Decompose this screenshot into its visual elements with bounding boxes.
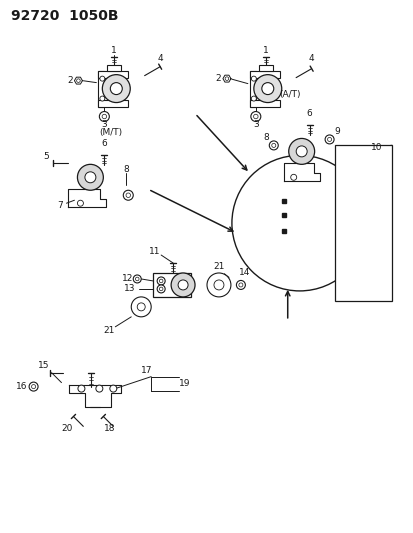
- Text: 2: 2: [215, 74, 220, 83]
- Text: 8: 8: [123, 165, 129, 174]
- Circle shape: [157, 285, 165, 293]
- Bar: [98, 71, 128, 78]
- Text: 5: 5: [43, 152, 49, 161]
- Circle shape: [236, 280, 245, 289]
- Circle shape: [271, 143, 275, 148]
- Circle shape: [268, 141, 278, 150]
- Text: 12: 12: [121, 274, 133, 284]
- Circle shape: [135, 277, 139, 281]
- Circle shape: [159, 287, 163, 290]
- Circle shape: [159, 279, 163, 282]
- Circle shape: [214, 280, 223, 290]
- Text: 4: 4: [157, 54, 163, 63]
- Bar: [334, 146, 392, 301]
- Circle shape: [109, 385, 116, 392]
- Circle shape: [96, 385, 102, 392]
- Bar: [98, 71, 104, 107]
- Circle shape: [102, 75, 130, 102]
- Circle shape: [238, 283, 242, 287]
- Text: 15: 15: [38, 361, 49, 370]
- Circle shape: [77, 200, 83, 206]
- Circle shape: [250, 111, 260, 122]
- Bar: [249, 71, 255, 107]
- Bar: [107, 64, 121, 71]
- Text: 11: 11: [149, 247, 161, 255]
- Text: 6: 6: [101, 139, 107, 148]
- Circle shape: [225, 77, 228, 80]
- Circle shape: [100, 96, 104, 101]
- Circle shape: [327, 138, 331, 141]
- Bar: [258, 64, 272, 71]
- Text: 21: 21: [213, 262, 224, 271]
- Text: 4: 4: [308, 54, 314, 63]
- Polygon shape: [74, 77, 82, 84]
- Polygon shape: [69, 385, 121, 407]
- Text: (M/T): (M/T): [99, 128, 121, 137]
- Polygon shape: [223, 75, 230, 82]
- Text: 92720  1050B: 92720 1050B: [11, 9, 118, 23]
- Bar: [153, 273, 190, 297]
- Circle shape: [324, 135, 333, 144]
- Circle shape: [123, 190, 133, 200]
- Circle shape: [231, 156, 367, 291]
- Text: 1: 1: [262, 46, 268, 55]
- Text: 3: 3: [252, 120, 258, 129]
- Bar: [249, 100, 279, 107]
- Circle shape: [102, 114, 106, 119]
- Circle shape: [295, 146, 306, 157]
- Circle shape: [78, 385, 85, 392]
- Text: 8: 8: [262, 133, 268, 142]
- Circle shape: [131, 297, 151, 317]
- Bar: [98, 100, 128, 107]
- Circle shape: [31, 385, 36, 389]
- Circle shape: [157, 277, 165, 285]
- Circle shape: [76, 79, 80, 83]
- Polygon shape: [283, 163, 319, 181]
- Circle shape: [171, 273, 195, 297]
- Circle shape: [29, 382, 38, 391]
- Text: 13: 13: [123, 285, 135, 294]
- Text: 9: 9: [334, 127, 339, 136]
- Circle shape: [100, 76, 104, 81]
- Circle shape: [77, 164, 103, 190]
- Text: (A/T): (A/T): [278, 90, 300, 99]
- Circle shape: [253, 75, 281, 102]
- Circle shape: [251, 76, 256, 81]
- Text: 7: 7: [57, 201, 63, 209]
- Circle shape: [288, 139, 314, 164]
- Text: 17: 17: [141, 366, 152, 375]
- Text: 21: 21: [103, 326, 115, 335]
- Circle shape: [290, 174, 296, 180]
- Circle shape: [261, 83, 273, 94]
- Circle shape: [99, 111, 109, 122]
- Circle shape: [137, 303, 145, 311]
- Circle shape: [206, 273, 230, 297]
- Circle shape: [126, 193, 130, 198]
- Text: 2: 2: [67, 76, 73, 85]
- Text: 6: 6: [306, 109, 312, 118]
- Bar: [249, 71, 279, 78]
- Circle shape: [110, 83, 122, 94]
- Text: 19: 19: [179, 379, 190, 388]
- Text: 3: 3: [101, 120, 107, 129]
- Circle shape: [85, 172, 96, 183]
- Circle shape: [253, 114, 257, 119]
- Circle shape: [133, 275, 141, 283]
- Polygon shape: [68, 189, 106, 207]
- Text: 1: 1: [111, 46, 117, 55]
- Text: 16: 16: [16, 382, 27, 391]
- Text: 18: 18: [103, 424, 115, 433]
- Text: 14: 14: [239, 269, 250, 278]
- Text: 10: 10: [370, 143, 381, 152]
- Circle shape: [178, 280, 188, 290]
- Text: 20: 20: [62, 424, 73, 433]
- Circle shape: [251, 96, 256, 101]
